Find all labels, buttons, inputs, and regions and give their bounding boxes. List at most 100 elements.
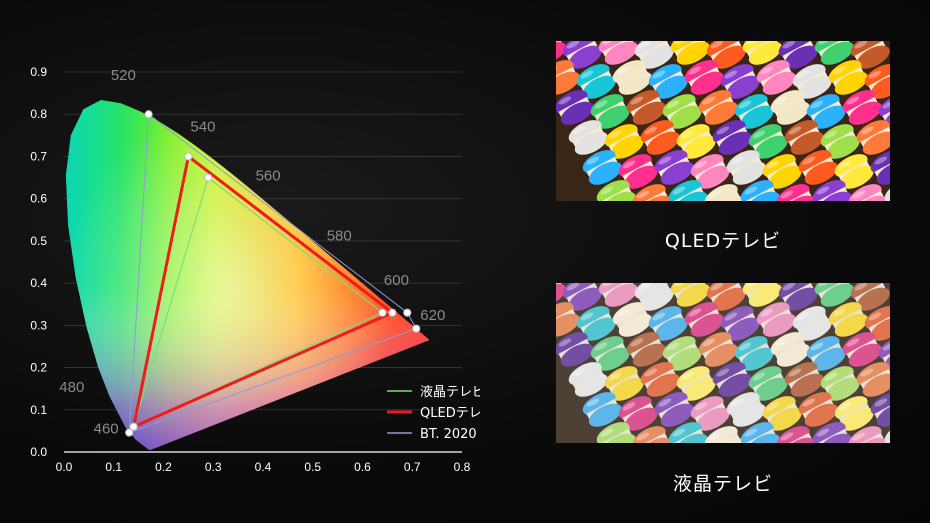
macaron-highlight xyxy=(602,283,616,287)
macaron-shell xyxy=(690,154,724,178)
macaron-shell xyxy=(850,41,884,58)
macaron-highlight xyxy=(760,308,774,317)
macaron-filling xyxy=(852,190,884,201)
macaron-highlight xyxy=(594,342,608,351)
macaron xyxy=(556,283,566,307)
x-tick-label: 0.6 xyxy=(354,460,371,474)
macaron xyxy=(798,392,838,427)
macaron-shell xyxy=(740,105,774,129)
macaron-shell xyxy=(742,283,776,296)
y-tick-label: 0.2 xyxy=(30,361,47,375)
macaron xyxy=(784,120,824,155)
macaron xyxy=(726,150,766,185)
macaron-shell xyxy=(684,60,718,84)
lcd-caption: 液晶テレビ xyxy=(672,473,773,495)
macaron-shell xyxy=(626,90,660,114)
x-tick-label: 0.5 xyxy=(304,460,321,474)
macaron-shell xyxy=(842,90,876,114)
macaron-shell xyxy=(560,101,594,125)
macaron-shell xyxy=(634,41,668,58)
macaron-shell xyxy=(590,94,624,118)
macaron-shell xyxy=(596,180,630,201)
macaron-highlight xyxy=(616,66,630,75)
macaron-shell xyxy=(814,283,848,296)
macaron xyxy=(676,124,716,159)
macaron-shell xyxy=(598,283,632,296)
macaron-shell xyxy=(654,150,688,174)
macaron xyxy=(720,64,760,99)
macaron-highlight xyxy=(752,372,766,381)
macaron xyxy=(604,124,644,159)
macaron-shell xyxy=(734,94,768,118)
macaron-highlight xyxy=(802,156,816,165)
primary-point xyxy=(412,324,421,333)
macaron-shell xyxy=(632,426,666,443)
macaron-shell xyxy=(618,313,652,337)
macaron-shell xyxy=(834,313,868,337)
macaron-shell xyxy=(690,396,724,420)
macaron xyxy=(850,283,890,311)
macaron-filling xyxy=(636,432,668,443)
x-tick-label: 0.8 xyxy=(454,460,471,474)
macaron-shell xyxy=(556,332,588,356)
macaron xyxy=(770,90,810,125)
macaron-shell xyxy=(640,287,674,311)
macaron xyxy=(576,306,616,341)
macaron-highlight xyxy=(846,338,860,347)
macaron-highlight xyxy=(622,160,636,169)
macaron-shell xyxy=(662,94,696,118)
macaron xyxy=(654,150,694,185)
macaron xyxy=(778,283,818,311)
macaron-highlight xyxy=(580,312,594,321)
macaron-shell xyxy=(776,101,810,125)
macaron-shell xyxy=(732,403,766,427)
macaron-shell xyxy=(756,302,790,326)
macaron-highlight xyxy=(658,398,672,407)
macaron-shell xyxy=(818,191,852,201)
macaron-filling xyxy=(780,432,812,443)
macaron xyxy=(720,306,760,341)
macaron-shell xyxy=(588,403,622,427)
macaron-highlight xyxy=(600,186,614,195)
macaron-shell xyxy=(670,41,704,54)
macaron-highlight xyxy=(638,283,652,291)
macaron xyxy=(864,306,890,341)
macaron-highlight xyxy=(636,432,650,441)
macaron-highlight xyxy=(782,283,796,291)
primary-point xyxy=(184,152,193,161)
macaron-shell xyxy=(784,362,818,386)
macaron xyxy=(726,392,766,427)
macaron xyxy=(856,362,890,397)
macaron-shell xyxy=(640,120,674,144)
macaron xyxy=(814,283,854,307)
macaron-shell xyxy=(706,41,740,58)
macaron xyxy=(812,422,852,443)
macaron-shell xyxy=(762,313,796,337)
macaron-highlight xyxy=(716,368,730,377)
macaron-highlight xyxy=(608,130,622,139)
x-tick-label: 0.0 xyxy=(56,460,73,474)
legend-label: BT. 2020 xyxy=(420,427,477,442)
macaron-highlight xyxy=(846,96,860,105)
macaron-shell xyxy=(582,150,616,174)
macaron-shell xyxy=(848,343,882,367)
x-tick-label: 0.2 xyxy=(155,460,172,474)
macaron-shell xyxy=(640,362,674,386)
macaron-highlight xyxy=(594,100,608,109)
macaron xyxy=(582,150,622,185)
macaron-shell xyxy=(568,287,602,311)
macaron xyxy=(734,336,774,371)
primary-point xyxy=(204,173,213,182)
macaron-highlight xyxy=(816,428,830,437)
macaron xyxy=(742,41,782,65)
macaron xyxy=(740,422,780,443)
macaron-highlight xyxy=(744,428,758,437)
macaron-shell xyxy=(568,362,602,386)
macaron-shell xyxy=(878,94,890,118)
y-tick-label: 0.6 xyxy=(30,192,47,206)
macaron-shell xyxy=(862,373,890,397)
macaron xyxy=(556,332,594,367)
macaron xyxy=(834,396,874,431)
macaron xyxy=(576,64,616,99)
macaron xyxy=(834,154,874,189)
